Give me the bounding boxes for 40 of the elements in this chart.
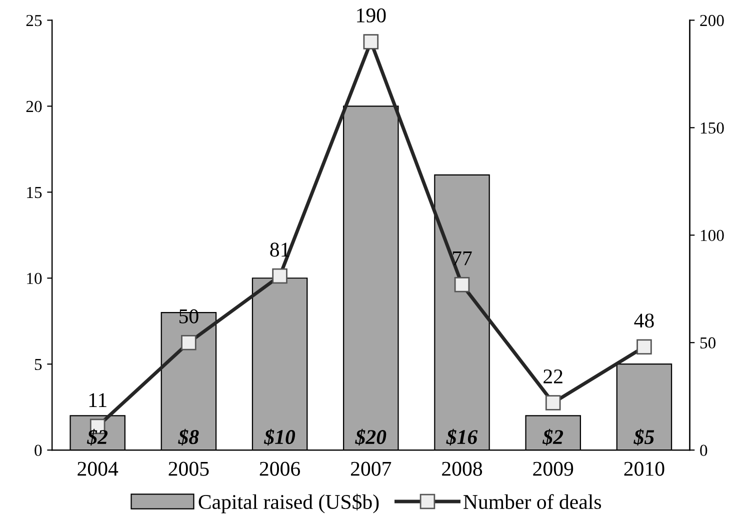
y-tick-label: 0 [34,444,42,456]
data-label: $2 [542,428,564,446]
y2-tick-label: 200 [700,14,724,26]
x-tick-label: 2004 [78,462,118,476]
data-label: 77 [452,251,472,266]
point [363,34,379,50]
y2-tick-label: 150 [700,122,724,134]
data-label: $16 [446,428,478,446]
point [454,276,470,292]
data-label: 22 [544,370,562,384]
x-tick-label: 2009 [533,462,574,476]
legend-label: Capital raised (US$b) [198,494,379,514]
x-tick-label: 2007 [350,462,392,476]
data-label: 11 [89,393,106,407]
data-label: $10 [264,428,296,446]
x-tick-label: 2010 [624,462,664,476]
y-tick-label: 5 [34,358,42,370]
y-tick-label: 20 [26,100,42,112]
x-tick-label: 2006 [260,462,300,476]
y-tick-label: 10 [27,272,42,284]
data-label: 50 [179,309,198,324]
data-label: $5 [634,428,654,446]
y2-tick-label: 0 [700,444,708,456]
x-tick-label: 2008 [442,462,482,476]
x-tick-label: 2005 [168,462,209,476]
y-tick-label: 15 [27,186,42,198]
data-label: $20 [355,428,386,446]
data-label: $2 [86,428,108,446]
point [272,268,288,284]
y2-tick-label: 100 [700,230,724,242]
y-tick-label: 25 [26,14,42,26]
point [636,339,652,355]
data-label: 81 [270,242,289,257]
legend-label: Number of deals [464,494,602,510]
data-label: 190 [357,8,386,22]
data-label: 48 [634,314,654,328]
y2-tick-label: 50 [700,337,716,349]
point [545,395,561,410]
data-label: $8 [178,428,199,446]
point [181,334,196,350]
